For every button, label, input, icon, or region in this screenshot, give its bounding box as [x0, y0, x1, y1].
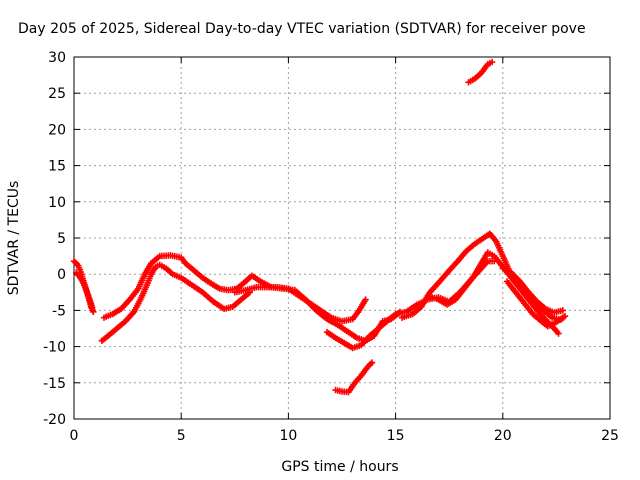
- series-track-9: [499, 265, 567, 316]
- data-point: [488, 58, 496, 66]
- series-track-6: [323, 257, 498, 352]
- y-tick-label: -15: [43, 376, 66, 392]
- data-point: [90, 308, 97, 316]
- series-track-10: [503, 278, 567, 330]
- x-tick-label: 10: [279, 428, 297, 444]
- data-point: [89, 304, 96, 311]
- y-tick-label: 10: [48, 195, 66, 211]
- data-points: [70, 58, 569, 396]
- series-track-11: [332, 359, 376, 396]
- y-tick-label: 15: [48, 159, 66, 175]
- plot-frame: [73, 56, 611, 420]
- x-axis-label: GPS time / hours: [281, 459, 398, 475]
- y-axis-ticks: -20 -15 -10 -5 0 5 10 15 20 25 30: [43, 50, 610, 428]
- x-axis-ticks: 0 5 10 15 20 25: [70, 57, 619, 444]
- data-point: [362, 296, 369, 303]
- y-tick-label: -20: [43, 412, 66, 428]
- y-tick-label: 0: [57, 267, 66, 283]
- x-tick-label: 0: [70, 428, 79, 444]
- chart-title: Day 205 of 2025, Sidereal Day-to-day VTE…: [18, 21, 586, 37]
- data-point: [555, 330, 562, 337]
- series-track-12: [465, 58, 496, 86]
- y-tick-label: -10: [43, 340, 66, 356]
- series-track-4: [100, 252, 404, 345]
- y-axis-label: SDTVAR / TECUs: [6, 181, 22, 296]
- y-tick-label: 5: [57, 231, 66, 247]
- series-track-8: [424, 249, 562, 337]
- data-point: [559, 314, 567, 321]
- y-tick-label: -5: [52, 303, 66, 319]
- x-tick-label: 15: [387, 428, 405, 444]
- data-point: [368, 359, 376, 366]
- x-tick-label: 25: [601, 428, 619, 444]
- series-track-3: [98, 261, 254, 345]
- y-tick-label: 25: [48, 86, 66, 102]
- series-track-5: [231, 284, 369, 325]
- y-tick-label: 20: [48, 122, 66, 138]
- y-tick-label: 30: [48, 50, 66, 66]
- x-tick-label: 5: [177, 428, 186, 444]
- series-track-2: [72, 269, 96, 311]
- grid: [74, 57, 610, 419]
- x-tick-label: 20: [494, 428, 512, 444]
- data-point: [559, 307, 567, 314]
